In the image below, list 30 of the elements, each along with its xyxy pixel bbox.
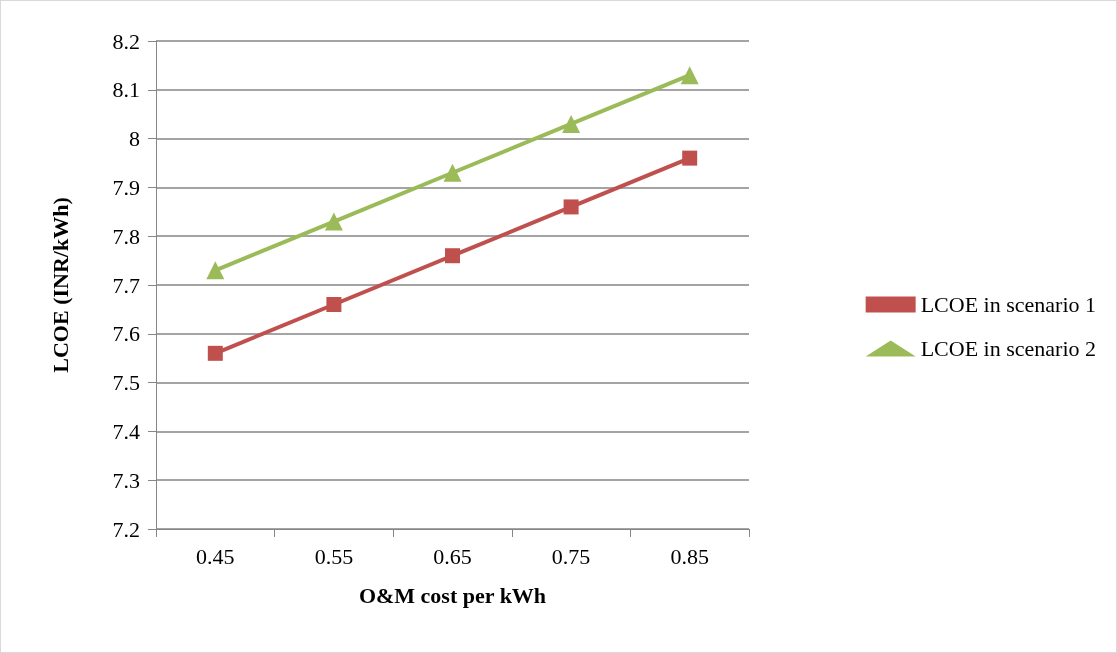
y-tick-label: 7.6 [112, 321, 140, 347]
y-tick-label: 7.4 [112, 418, 140, 444]
point [682, 150, 698, 166]
y-tick-label: 7.3 [112, 467, 140, 493]
point [326, 297, 342, 313]
x-tick-label: 0.65 [433, 543, 472, 569]
y-tick-label: 7.8 [112, 223, 140, 249]
point [443, 163, 462, 182]
x-tick-label: 0.85 [670, 543, 709, 569]
point [206, 261, 225, 280]
y-axis-title: LCOE (INR/kWh) [47, 197, 73, 373]
y-tick-label: 7.7 [112, 272, 140, 298]
legend-label: LCOE in scenario 1 [920, 292, 1097, 317]
y-tick-label: 7.5 [112, 370, 140, 396]
x-tick-label: 0.75 [551, 543, 591, 569]
point [562, 114, 581, 133]
point [207, 345, 223, 361]
x-axis-title: O&M cost per kWh [358, 582, 547, 608]
x-tick-label: 0.55 [314, 543, 354, 569]
point [445, 248, 460, 264]
point [324, 212, 343, 231]
y-tick-label: 7.9 [112, 174, 140, 200]
y-tick-label: 8 [129, 126, 140, 152]
point [563, 199, 579, 215]
y-tick-label: 8.2 [112, 28, 140, 54]
y-tick-label: 8.1 [112, 77, 140, 103]
point [680, 66, 699, 85]
legend-label: LCOE in scenario 2 [920, 336, 1097, 361]
x-tick-label: 0.45 [196, 543, 235, 569]
y-tick-label: 7.2 [112, 516, 140, 542]
